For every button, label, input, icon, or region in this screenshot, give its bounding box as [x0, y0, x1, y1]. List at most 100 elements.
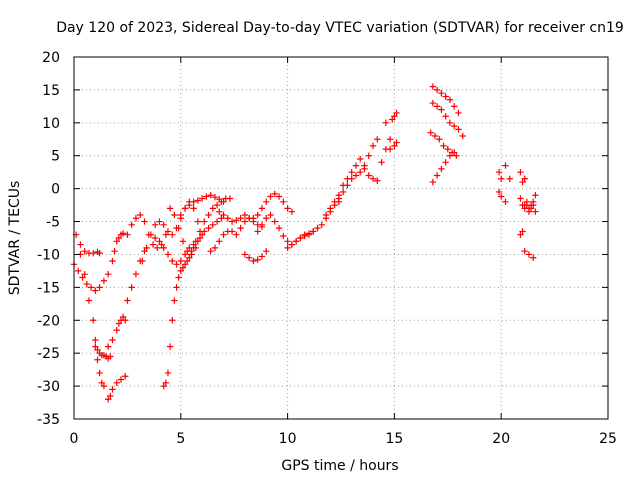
data-point	[85, 297, 93, 304]
plot-frame	[73, 56, 609, 420]
data-point	[226, 195, 234, 202]
data-point	[433, 172, 441, 179]
data-point	[271, 190, 278, 198]
data-point	[530, 201, 537, 209]
data-point	[201, 218, 208, 225]
y-tick-label: -15	[37, 280, 60, 296]
data-point	[297, 234, 304, 242]
data-point	[119, 230, 127, 237]
data-point	[75, 267, 82, 275]
data-point	[429, 83, 437, 90]
x-tick-label: 25	[599, 431, 617, 447]
data-point	[263, 215, 270, 222]
data-point	[179, 238, 187, 245]
y-tick-label: -35	[37, 412, 60, 428]
data-point	[495, 168, 503, 176]
data-point	[365, 152, 372, 159]
data-point	[96, 284, 103, 291]
data-point	[275, 224, 283, 232]
y-tick-label: -10	[37, 247, 60, 263]
data-point	[352, 162, 360, 169]
data-point	[207, 247, 214, 255]
y-tick-label: 0	[51, 182, 60, 198]
data-point	[453, 152, 460, 159]
data-point	[352, 172, 360, 179]
data-point	[107, 353, 114, 360]
y-tick-label: 5	[51, 149, 60, 165]
data-point	[241, 211, 249, 219]
data-point	[190, 198, 197, 205]
data-point	[284, 238, 291, 245]
data-point	[169, 231, 176, 238]
data-point	[119, 313, 127, 321]
data-point	[433, 86, 441, 94]
data-point	[83, 280, 91, 288]
data-point	[137, 211, 144, 219]
data-point	[220, 211, 227, 219]
data-point	[357, 168, 364, 176]
data-point	[327, 205, 334, 212]
data-point	[194, 197, 202, 204]
data-point	[369, 142, 377, 150]
data-point	[181, 261, 189, 268]
data-point	[224, 215, 231, 222]
data-point	[318, 221, 325, 229]
data-point	[90, 317, 97, 324]
data-point	[109, 336, 116, 344]
data-point	[427, 129, 434, 136]
data-point	[241, 251, 249, 258]
data-point	[194, 218, 202, 225]
data-point	[523, 201, 531, 209]
data-point	[164, 369, 172, 377]
y-tick-label: 15	[42, 83, 60, 99]
y-tick-label: -30	[37, 379, 60, 395]
data-point	[502, 162, 509, 169]
data-point	[391, 142, 398, 150]
data-point	[79, 274, 86, 281]
data-point	[254, 256, 261, 263]
data-point	[94, 356, 101, 363]
data-point	[124, 297, 131, 304]
data-point	[506, 175, 513, 182]
data-point	[517, 168, 524, 176]
data-point	[451, 122, 458, 130]
data-point	[205, 211, 212, 219]
chart-title: Day 120 of 2023, Sidereal Day-to-day VTE…	[56, 20, 624, 36]
data-point	[228, 228, 236, 235]
data-point	[171, 211, 178, 219]
data-point	[186, 201, 193, 209]
y-tick-label: 10	[42, 116, 60, 132]
data-point	[275, 193, 283, 200]
data-point	[532, 208, 539, 215]
data-point	[382, 119, 390, 127]
data-point	[267, 211, 274, 219]
data-point	[254, 228, 261, 235]
data-point	[90, 249, 97, 257]
data-point	[166, 343, 174, 350]
data-point	[258, 253, 266, 260]
data-point	[181, 205, 189, 212]
data-point	[209, 221, 217, 229]
data-point	[250, 218, 257, 225]
data-point	[519, 228, 526, 235]
data-point	[250, 257, 257, 265]
data-point	[431, 132, 439, 140]
data-point	[254, 211, 261, 219]
data-point	[374, 177, 381, 184]
data-point	[530, 254, 537, 261]
data-point	[124, 231, 131, 238]
data-point	[310, 228, 317, 235]
data-point	[98, 379, 105, 386]
data-point	[216, 195, 223, 203]
data-point	[113, 238, 120, 245]
x-tick-label: 5	[176, 431, 185, 447]
data-point	[258, 205, 266, 212]
data-point	[198, 195, 206, 202]
data-point	[267, 193, 274, 200]
data-point	[169, 317, 176, 324]
data-point	[177, 267, 184, 275]
data-point	[160, 221, 167, 229]
data-point	[288, 241, 296, 248]
data-point	[92, 287, 99, 294]
